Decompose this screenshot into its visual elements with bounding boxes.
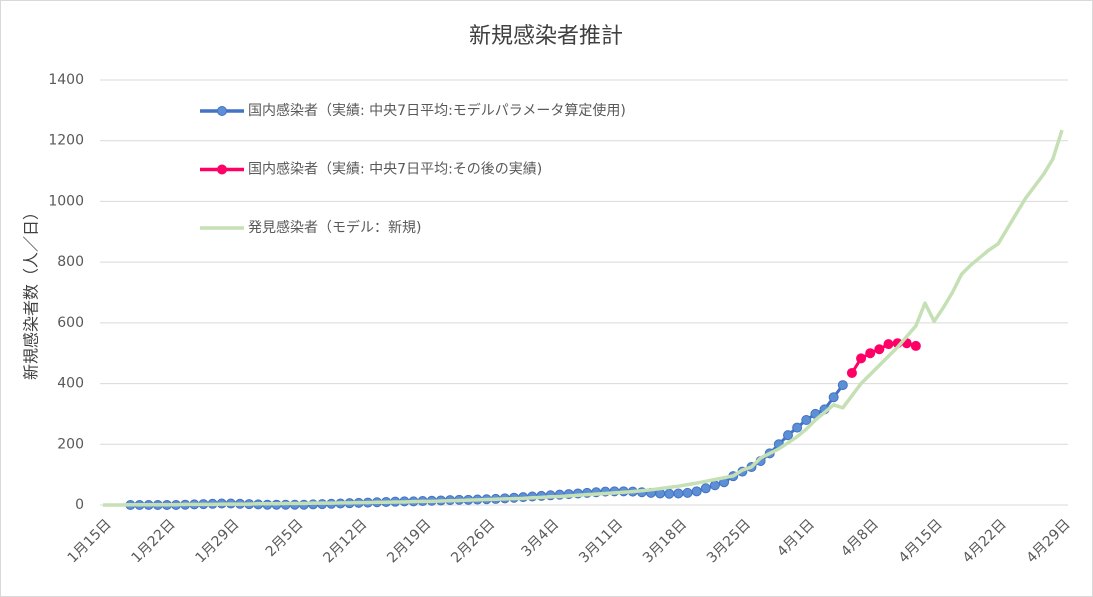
data-point — [792, 422, 803, 433]
legend-label: 発見感染者（モデル：新規) — [248, 219, 421, 236]
data-point — [673, 488, 684, 499]
data-point — [874, 344, 885, 355]
data-point — [910, 340, 921, 351]
data-point — [883, 339, 894, 350]
legend-marker — [217, 106, 227, 116]
data-point — [691, 486, 702, 497]
chart-title: 新規感染者推計 — [469, 24, 623, 49]
y-tick-label: 1400 — [48, 72, 84, 88]
y-tick-label: 1000 — [48, 193, 84, 209]
data-point — [828, 392, 839, 403]
data-point — [837, 380, 848, 391]
y-tick-label: 400 — [57, 376, 84, 392]
y-tick-label: 800 — [57, 254, 84, 270]
legend-marker — [217, 164, 227, 175]
legend-label: 国内感染者（実績: 中央7日平均:その後の実績) — [248, 161, 542, 178]
data-point — [801, 415, 812, 425]
series-line — [103, 129, 1064, 507]
y-axis-label: 新規感染者数（人／日） — [22, 204, 41, 380]
data-point — [856, 353, 867, 364]
legend-label: 国内感染者（実績: 中央7日平均:モデルパラメータ算定使用) — [248, 102, 626, 119]
data-point — [783, 430, 793, 441]
data-point — [709, 480, 720, 491]
data-point — [865, 348, 876, 359]
data-point — [700, 483, 711, 494]
y-tick-label: 200 — [57, 436, 84, 452]
y-tick-label: 1200 — [48, 133, 84, 149]
data-point — [846, 367, 857, 378]
data-point — [682, 487, 693, 498]
data-point — [664, 488, 675, 499]
y-tick-label: 0 — [75, 497, 84, 513]
y-tick-label: 600 — [57, 315, 84, 331]
